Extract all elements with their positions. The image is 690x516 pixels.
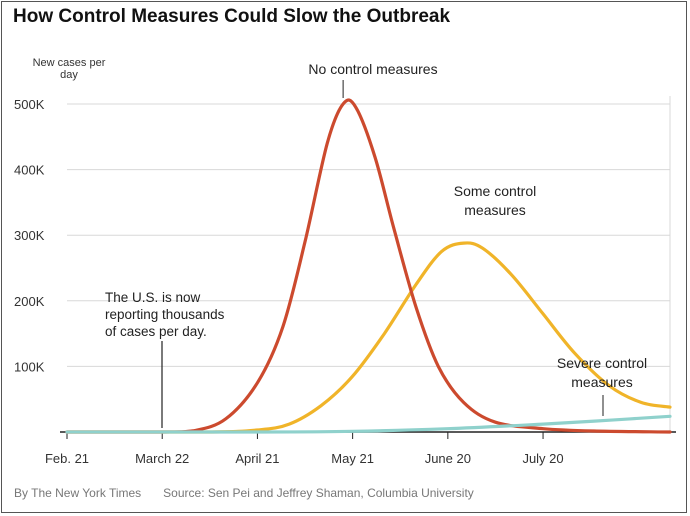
x-tick-label: April 21 (235, 451, 279, 466)
x-tick-label: May 21 (331, 451, 374, 466)
annotation-leader-lines (161, 80, 604, 428)
series-line-severe-control (65, 414, 672, 434)
y-tick-label: 400K (14, 163, 45, 178)
grid-lines (67, 96, 671, 432)
annotation-some-control: Some control measures (453, 183, 537, 218)
y-axis-label: New cases per day (32, 57, 106, 81)
credit-text: By The New York Times (14, 486, 142, 500)
x-tick-label: July 20 (522, 451, 563, 466)
annotation-severe-control: Severe control measures (556, 355, 648, 390)
series-line-no-control (65, 98, 672, 434)
series-lines (65, 98, 672, 434)
chart-title: How Control Measures Could Slow the Outb… (13, 6, 451, 27)
x-tick-label: June 20 (425, 451, 471, 466)
y-tick-label: 200K (14, 294, 45, 309)
annotation-no-control: No control measures (308, 61, 438, 77)
y-tick-label: 500K (14, 97, 45, 112)
footer: By The New York Times Source: Sen Pei and… (14, 486, 474, 500)
y-tick-labels: 100K 200K 300K 400K 500K (14, 97, 45, 374)
series-line-some-control (65, 241, 672, 434)
x-tick-label: Feb. 21 (45, 451, 89, 466)
x-tick-label: March 22 (135, 451, 189, 466)
y-tick-label: 300K (14, 228, 45, 243)
annotation-reporting: The U.S. is now reporting thousands of c… (105, 290, 225, 339)
source-text: Source: Sen Pei and Jeffrey Shaman, Colu… (163, 486, 474, 500)
y-tick-label: 100K (14, 359, 45, 374)
x-axis: Feb. 21 March 22 April 21 May 21 June 20 July… (45, 431, 676, 466)
